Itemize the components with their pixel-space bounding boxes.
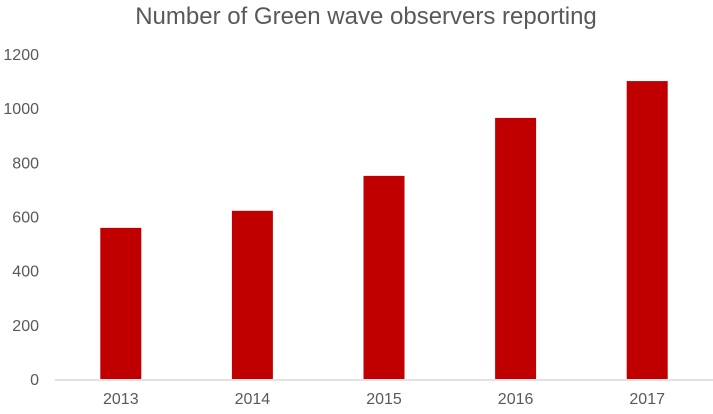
y-tick-label: 200 (12, 318, 39, 335)
x-tick-label: 2013 (103, 391, 139, 408)
x-tick-label: 2017 (629, 391, 665, 408)
y-tick-label: 0 (30, 372, 39, 389)
y-tick-label: 600 (12, 210, 39, 227)
y-tick-label: 400 (12, 264, 39, 281)
y-tick-label: 1200 (3, 47, 39, 64)
bar-2014 (231, 210, 273, 379)
x-tick-label: 2016 (498, 391, 534, 408)
x-tick-label: 2014 (235, 391, 271, 408)
y-tick-label: 1000 (3, 101, 39, 118)
bar-2016 (495, 117, 537, 380)
bar-2015 (363, 175, 405, 379)
bar-2013 (100, 227, 142, 379)
y-tick-label: 800 (12, 155, 39, 172)
x-tick-label: 2015 (366, 391, 402, 408)
chart-title: Number of Green wave observers reporting (135, 3, 597, 30)
bar-2017 (626, 81, 668, 379)
